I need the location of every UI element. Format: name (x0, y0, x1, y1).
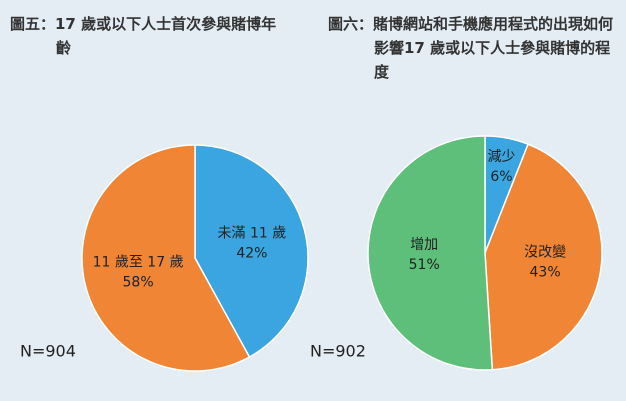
note: N=904 (20, 342, 76, 361)
slice-label: 沒改變 (524, 244, 566, 261)
slice-label: 11 歲至 17 歲 (93, 255, 184, 271)
slice-label: 未滿 11 歲 (218, 225, 287, 241)
chart-title: 圖五：17 歲或以下人士首次參與賭博年齡 (10, 15, 277, 57)
value-label: 58% (123, 275, 154, 291)
slice-label: 增加 (410, 237, 438, 253)
value-label: 6% (490, 169, 512, 185)
chart-title: 圖六：賭博網站和手機應用程式的出現如何影響17 歲或以下人士參與賭博的程度 (328, 15, 614, 81)
pie-slice (81, 144, 251, 372)
value-label: 51% (409, 257, 440, 273)
pie-slice (484, 143, 603, 371)
pie-slice (367, 135, 494, 371)
value-label: 43% (530, 265, 561, 281)
pie-slice (194, 144, 309, 359)
slice-label: 減少 (487, 148, 515, 165)
note: N=902 (310, 342, 366, 361)
value-label: 42% (236, 245, 267, 261)
